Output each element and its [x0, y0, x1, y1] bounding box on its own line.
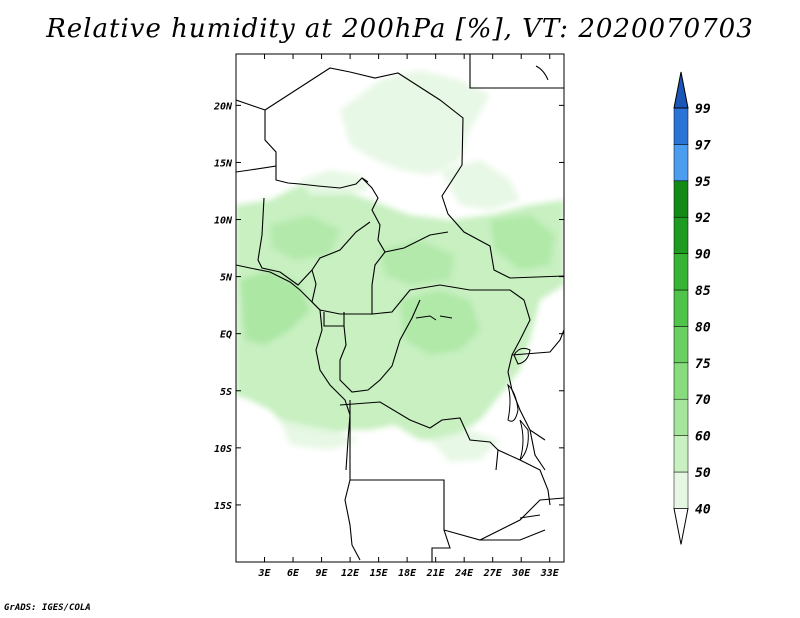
colorbar-label: 70	[695, 393, 711, 408]
x-tick-label: 30E	[511, 568, 531, 579]
colorbar-label: 90	[695, 248, 711, 263]
colorbar-segment	[673, 144, 689, 182]
lakes	[415, 65, 549, 519]
y-tick-label: 15S	[214, 501, 232, 512]
colorbar-label: 92	[695, 211, 711, 226]
y-tick-label: 5S	[220, 387, 232, 398]
colorbar: 40 50 60 70 75 80 85 90 92 95 97 99	[673, 71, 711, 545]
x-tick-label: 33E	[540, 568, 560, 579]
x-tick-label: 27E	[483, 568, 503, 579]
colorbar-segment	[673, 71, 689, 109]
colorbar-segment	[673, 253, 689, 291]
colorbar-segment	[673, 107, 689, 145]
x-tick-label: 3E	[257, 568, 271, 579]
x-tick-label: 6E	[287, 568, 300, 579]
map-frame	[235, 53, 565, 563]
colorbar-label: 97	[695, 138, 711, 153]
colorbar-label: 60	[695, 430, 711, 445]
y-axis: 20N 15N 10N 5N EQ 5S 10S 15S	[213, 101, 564, 512]
x-tick-label: 9E	[316, 568, 329, 579]
colorbar-label: 85	[695, 284, 711, 299]
x-tick-label: 18E	[398, 568, 417, 579]
y-tick-label: 5N	[220, 273, 233, 284]
y-tick-label: EQ	[220, 330, 232, 341]
colorbar-segment	[673, 289, 689, 327]
chart-title: Relative humidity at 200hPa [%], VT: 202…	[46, 14, 754, 44]
y-tick-label: 20N	[213, 101, 233, 112]
credit-label: GrADS: IGES/COLA	[4, 603, 91, 613]
y-tick-label: 15N	[214, 158, 233, 169]
colorbar-segment	[673, 216, 689, 254]
colorbar-segment	[673, 180, 689, 218]
humidity-region-fringe	[340, 70, 490, 175]
colorbar-label: 80	[695, 320, 711, 335]
colorbar-label: 40	[695, 502, 711, 517]
colorbar-segment	[673, 362, 689, 400]
colorbar-label: 50	[695, 466, 711, 481]
x-axis: 3E 6E 9E 12E 15E 18E 21E 24E 27E 30E 33E	[257, 54, 560, 579]
x-tick-label: 24E	[454, 568, 474, 579]
humidity-region-core	[240, 270, 310, 345]
colorbar-label: 75	[695, 357, 711, 372]
colorbar-segment	[673, 398, 689, 436]
colorbar-segment	[673, 471, 689, 509]
x-tick-label: 12E	[341, 568, 360, 579]
humidity-field	[236, 70, 564, 462]
colorbar-label: 95	[695, 175, 711, 190]
x-tick-label: 15E	[370, 568, 389, 579]
colorbar-segment	[673, 326, 689, 364]
country-borders	[236, 54, 564, 562]
y-tick-label: 10N	[214, 216, 233, 227]
colorbar-segment	[673, 507, 689, 545]
y-tick-label: 10S	[214, 444, 232, 455]
colorbar-label: 99	[695, 102, 711, 117]
x-tick-label: 21E	[426, 568, 446, 579]
colorbar-segment	[673, 435, 689, 473]
